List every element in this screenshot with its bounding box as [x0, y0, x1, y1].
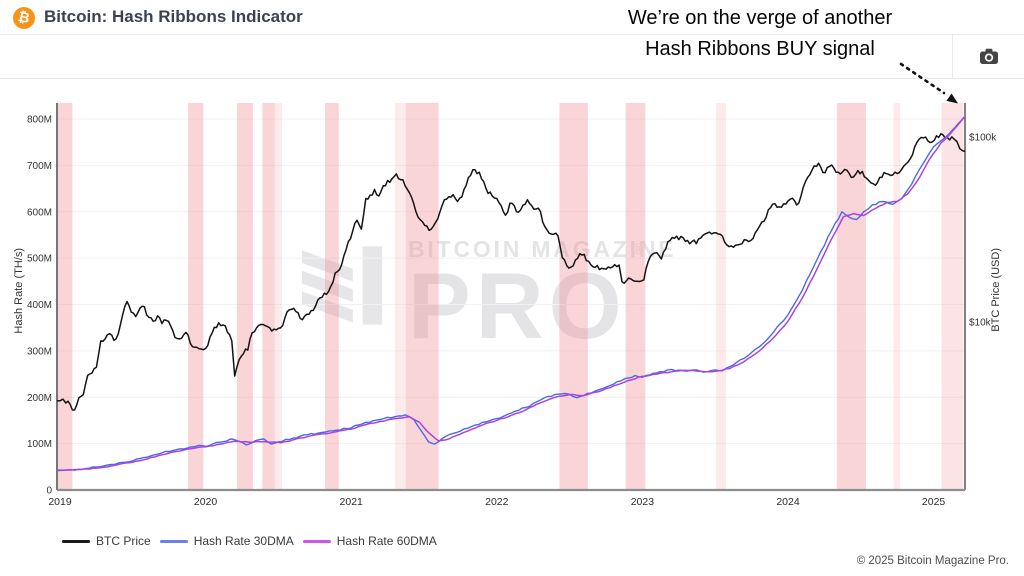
buy-signal-band	[324, 103, 339, 490]
hash-rate-tick-label: 300M	[27, 346, 52, 357]
buy-signal-annotation: We’re on the verge of another Hash Ribbo…	[570, 3, 950, 65]
camera-icon	[979, 48, 998, 64]
year-tick-label: 2025	[922, 496, 946, 508]
buy-signal-band	[188, 103, 204, 490]
btc-price-tick-label: $10k	[969, 318, 992, 329]
legend-item-btc-price[interactable]: BTC Price	[62, 534, 151, 548]
camera-screenshot-button[interactable]	[953, 34, 1024, 78]
series-hash-rate-60dma	[57, 114, 965, 471]
toolbar	[0, 34, 1024, 79]
hash-rate-tick-label: 200M	[27, 393, 52, 404]
hash-ribbons-chart[interactable]: 0 100M 200M 300M 400M 500M 600M 700M 800M $100k $1…	[0, 90, 1024, 520]
registered-mark: ®	[632, 240, 644, 258]
btc-price-swatch	[62, 539, 90, 543]
series-btc-price	[57, 132, 965, 411]
buy-signal-band	[57, 103, 73, 490]
bitcoin-logo-icon: ₿	[13, 7, 35, 29]
header: ₿ Bitcoin: Hash Ribbons Indicator	[0, 0, 1024, 35]
hash-rate-60dma-swatch	[302, 539, 331, 543]
year-tick-label: 2019	[48, 496, 72, 508]
page-title: Bitcoin: Hash Ribbons Indicator	[44, 7, 303, 26]
buy-signal-band	[625, 103, 646, 490]
hash-rate-tick-label: 800M	[27, 115, 52, 126]
hash-rate-tick-label: 700M	[27, 161, 52, 172]
copyright-text: © 2025 Bitcoin Magazine Pro.	[856, 555, 1009, 567]
btc-price-axis-title: BTC Price (USD)	[990, 248, 1002, 332]
buy-signal-band	[236, 103, 253, 490]
year-tick-label: 2023	[631, 496, 655, 508]
year-tick-label: 2024	[776, 496, 800, 508]
buy-signal-band	[394, 103, 406, 490]
hash-rate-tick-label: 400M	[27, 300, 52, 311]
annotation-line-2: Hash Ribbons BUY signal	[645, 38, 875, 60]
buy-signal-band	[893, 103, 901, 490]
buy-signal-band	[262, 103, 275, 490]
year-tick-label: 2020	[194, 496, 218, 508]
btc-price-tick-label: $100k	[969, 133, 997, 144]
legend-item-hash-rate-60dma[interactable]: Hash Rate 60DMA	[302, 534, 437, 548]
bitcoin-logo-glyph: ₿	[16, 8, 32, 28]
chart-legend: BTC Price Hash Rate 30DMA Hash Rate 60DM…	[62, 534, 437, 548]
hash-rate-30dma-swatch	[159, 539, 188, 543]
buy-signal-band	[941, 103, 964, 490]
hash-rate-tick-label: 100M	[27, 439, 52, 450]
buy-signal-band	[559, 103, 588, 490]
legend-item-hash-rate-30dma[interactable]: Hash Rate 30DMA	[159, 534, 294, 548]
buy-signal-band	[274, 103, 283, 490]
buy-signal-band	[715, 103, 727, 490]
year-tick-label: 2022	[485, 496, 509, 508]
annotation-line-1: We’re on the verge of another	[627, 7, 893, 29]
year-tick-label: 2021	[340, 496, 364, 508]
hash-rate-tick-label: 0	[46, 486, 52, 497]
toolbar-separator	[952, 34, 953, 78]
buy-signal-band	[836, 103, 866, 490]
watermark-pro: PRO®	[408, 240, 644, 358]
hash-rate-axis-title: Hash Rate (TH/s)	[13, 248, 25, 334]
hash-rate-tick-label: 600M	[27, 207, 52, 218]
hash-rate-tick-label: 500M	[27, 254, 52, 265]
